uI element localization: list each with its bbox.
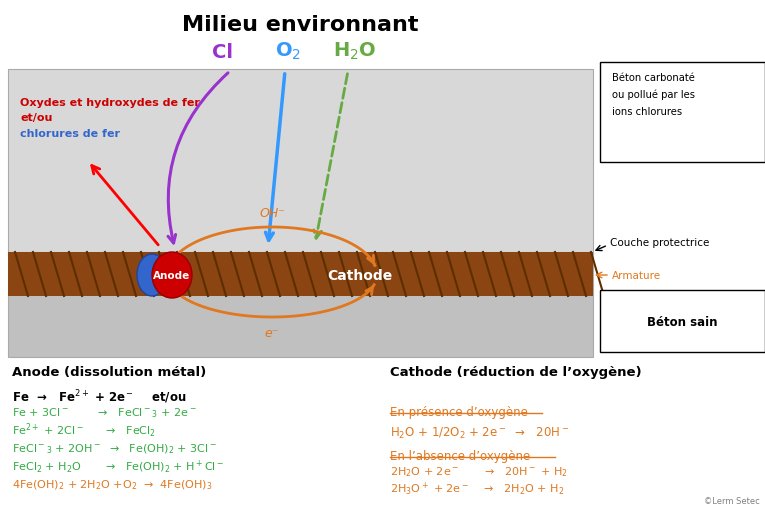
FancyBboxPatch shape [8, 70, 593, 254]
Text: H$_2$O + 1/2O$_2$ + 2e$^-$  →   20H$^-$: H$_2$O + 1/2O$_2$ + 2e$^-$ → 20H$^-$ [390, 425, 569, 440]
FancyBboxPatch shape [8, 252, 593, 296]
Text: Oxydes et hydroxydes de fer: Oxydes et hydroxydes de fer [20, 98, 200, 108]
Text: ou pollué par les: ou pollué par les [612, 90, 695, 100]
Text: Béton sain: Béton sain [647, 315, 718, 328]
Text: 2H$_3$O$^+$ + 2e$^-$    →   2H$_2$O + H$_2$: 2H$_3$O$^+$ + 2e$^-$ → 2H$_2$O + H$_2$ [390, 480, 565, 497]
Text: Anode (dissolution métal): Anode (dissolution métal) [12, 365, 207, 378]
Text: Fe$^{2+}$ + 2Cl$^-$      →   FeCl$_2$: Fe$^{2+}$ + 2Cl$^-$ → FeCl$_2$ [12, 421, 156, 440]
Text: Cathode: Cathode [327, 268, 392, 282]
Text: Béton carbonaté: Béton carbonaté [612, 73, 695, 83]
Text: En présence d’oxygène: En présence d’oxygène [390, 405, 528, 418]
Text: H$_2$O: H$_2$O [334, 41, 376, 62]
Text: ©Lerm Setec: ©Lerm Setec [705, 496, 760, 505]
Text: Cathode (réduction de l’oxygène): Cathode (réduction de l’oxygène) [390, 365, 642, 378]
Text: Fe + 3Cl$^-$        →   FeCl$^-$$_3$ + 2e$^-$: Fe + 3Cl$^-$ → FeCl$^-$$_3$ + 2e$^-$ [12, 405, 197, 419]
Text: et/ou: et/ou [20, 113, 52, 123]
Text: 4Fe(OH)$_2$ + 2H$_2$O +O$_2$  →  4Fe(OH)$_3$: 4Fe(OH)$_2$ + 2H$_2$O +O$_2$ → 4Fe(OH)$_… [12, 477, 213, 491]
Text: ions chlorures: ions chlorures [612, 107, 682, 117]
FancyBboxPatch shape [600, 291, 765, 352]
Text: e⁻: e⁻ [265, 326, 279, 340]
Text: Armature: Armature [612, 270, 661, 280]
Text: Anode: Anode [153, 270, 190, 280]
Text: Cl: Cl [211, 43, 233, 62]
Text: Couche protectrice: Couche protectrice [610, 238, 709, 247]
Text: Fe  →   Fe$^{2+}$ + 2e$^-$    et/ou: Fe → Fe$^{2+}$ + 2e$^-$ et/ou [12, 387, 187, 405]
Text: OH⁻: OH⁻ [259, 207, 285, 219]
Text: 2H$_2$O + 2e$^-$       →   20H$^-$ + H$_2$: 2H$_2$O + 2e$^-$ → 20H$^-$ + H$_2$ [390, 464, 568, 478]
Text: O$_2$: O$_2$ [275, 41, 301, 62]
Text: FeCl$^-$$_3$ + 2OH$^-$  →   Fe(OH)$_2$ + 3Cl$^-$: FeCl$^-$$_3$ + 2OH$^-$ → Fe(OH)$_2$ + 3C… [12, 441, 217, 455]
Ellipse shape [152, 252, 192, 298]
Text: chlorures de fer: chlorures de fer [20, 129, 120, 139]
Text: Milieu environnant: Milieu environnant [182, 15, 418, 35]
FancyBboxPatch shape [600, 63, 765, 163]
FancyBboxPatch shape [8, 252, 593, 357]
Text: En l’absence d’oxygène: En l’absence d’oxygène [390, 449, 530, 462]
Ellipse shape [137, 254, 167, 296]
Text: FeCl$_2$ + H$_2$O       →   Fe(OH)$_2$ + H$^+$Cl$^-$: FeCl$_2$ + H$_2$O → Fe(OH)$_2$ + H$^+$Cl… [12, 457, 224, 474]
